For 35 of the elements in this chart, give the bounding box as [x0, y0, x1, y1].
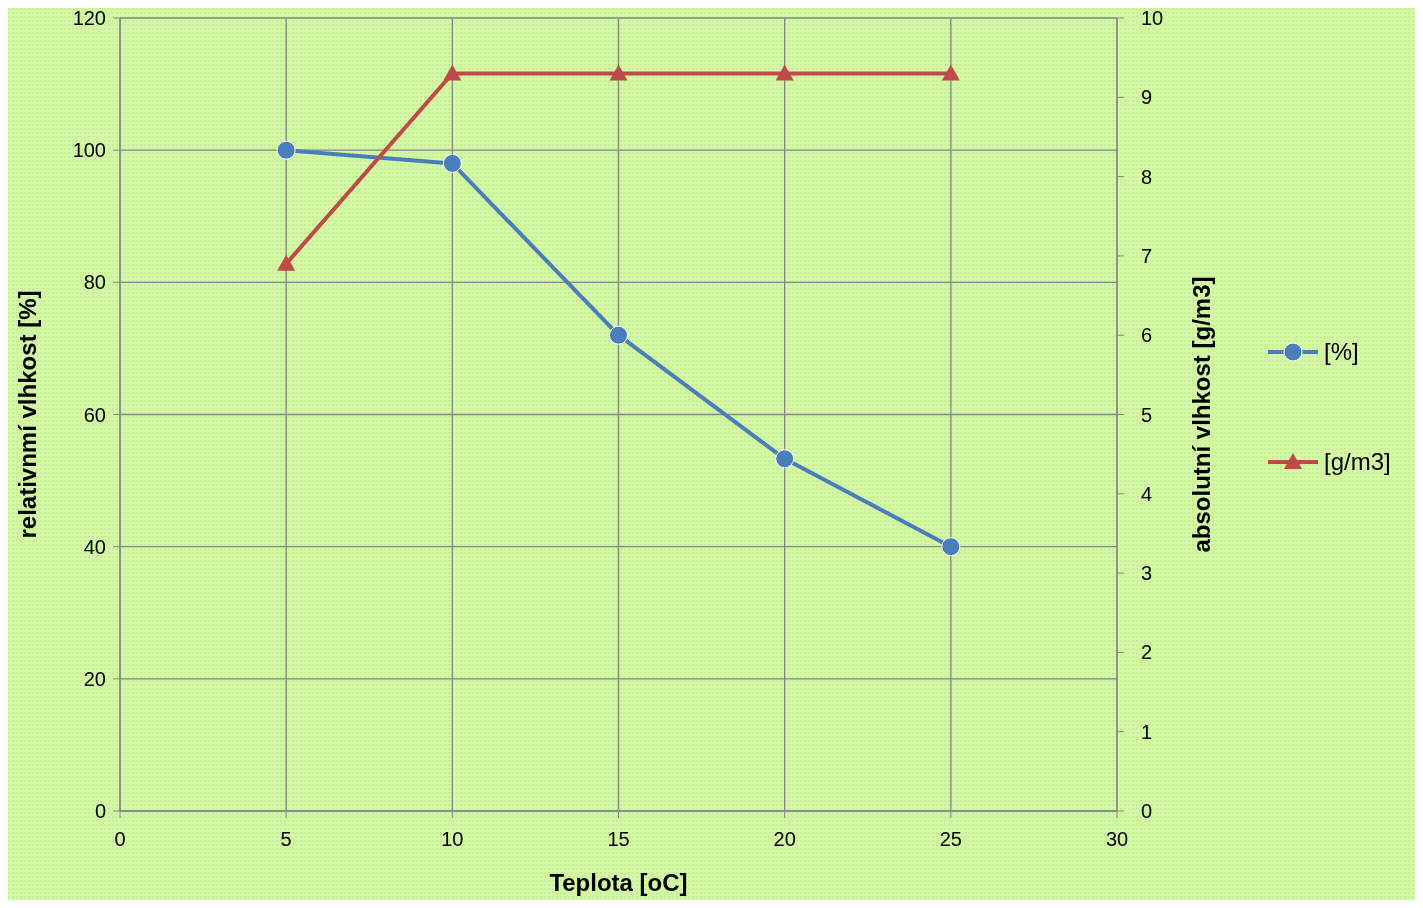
legend-label: [g/m3]: [1324, 448, 1391, 476]
y2-tick-label: 2: [1141, 641, 1153, 664]
point: [609, 325, 628, 345]
x-tick-label: 15: [607, 828, 630, 850]
point: [442, 153, 462, 173]
x-tick-label: 25: [939, 828, 962, 850]
y2-tick-label: 9: [1141, 86, 1153, 109]
x-tick-label: 10: [441, 828, 464, 850]
y-tick-label: 40: [83, 535, 106, 558]
point: [775, 449, 795, 469]
x-tick-label: 5: [280, 828, 292, 850]
y-tick-label: 0: [94, 800, 106, 822]
y2-tick-label: 5: [1141, 403, 1153, 426]
y-tick-label: 60: [83, 403, 106, 426]
x-axis-title: Teplota [oC]: [549, 869, 688, 896]
y-axis-title: relativnmí vlhkost [%]: [14, 290, 41, 539]
y-tick-label: 120: [72, 7, 106, 29]
point: [941, 537, 961, 557]
y2-axis-title: absolutní vlhkost [g/m3]: [1188, 276, 1215, 553]
y-tick-label: 80: [83, 271, 106, 294]
y2-tick-label: 8: [1141, 165, 1153, 188]
y2-tick-label: 3: [1141, 562, 1153, 585]
y-tick-label: 20: [83, 667, 106, 690]
y2-tick-label: 7: [1141, 244, 1153, 267]
y2-tick-label: 6: [1141, 324, 1153, 347]
y-tick-label: 100: [72, 139, 106, 162]
point: [276, 140, 296, 160]
x-tick-label: 20: [773, 828, 796, 850]
x-tick-label: 30: [1105, 828, 1129, 850]
y2-tick-label: 10: [1141, 7, 1164, 29]
y2-tick-label: 4: [1141, 482, 1153, 505]
legend-label: [%]: [1324, 338, 1359, 366]
y2-tick-label: 0: [1141, 800, 1153, 822]
x-tick-label: 0: [114, 828, 126, 850]
y2-tick-label: 1: [1141, 720, 1153, 743]
